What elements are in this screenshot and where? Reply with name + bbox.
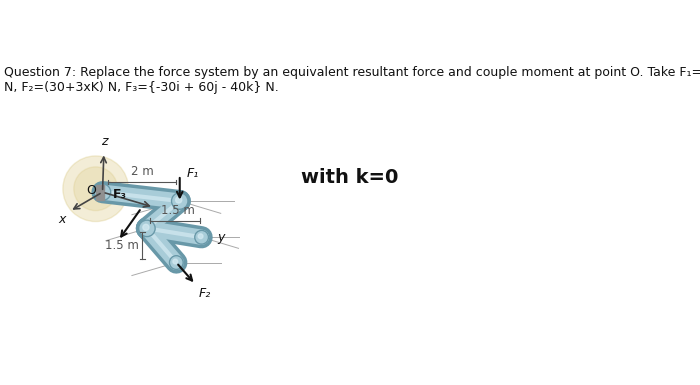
Circle shape [172, 193, 188, 209]
Circle shape [171, 257, 182, 268]
Text: F₁: F₁ [187, 167, 199, 180]
Circle shape [173, 194, 187, 208]
Text: with k=0: with k=0 [301, 167, 398, 187]
Circle shape [63, 156, 129, 221]
Circle shape [99, 188, 104, 194]
Circle shape [94, 184, 111, 200]
Text: 2 m: 2 m [131, 165, 154, 178]
Text: F₃: F₃ [113, 188, 127, 201]
Circle shape [74, 167, 118, 211]
Circle shape [176, 197, 182, 203]
Circle shape [195, 231, 209, 244]
Circle shape [173, 259, 178, 264]
Circle shape [143, 224, 149, 231]
Text: Question 7: Replace the force system by an equivalent resultant force and couple: Question 7: Replace the force system by … [4, 66, 700, 94]
Circle shape [96, 185, 109, 199]
Text: z: z [101, 136, 107, 149]
Text: 1.5 m: 1.5 m [161, 204, 195, 217]
Text: F₂: F₂ [199, 287, 211, 300]
Circle shape [140, 221, 154, 235]
Text: x: x [58, 213, 66, 226]
Text: 1.5 m: 1.5 m [105, 239, 139, 252]
Circle shape [198, 234, 203, 239]
Circle shape [139, 220, 155, 236]
Circle shape [196, 232, 207, 243]
Text: y: y [217, 231, 225, 244]
Polygon shape [96, 185, 104, 200]
Circle shape [169, 256, 183, 270]
Text: O: O [87, 184, 97, 197]
